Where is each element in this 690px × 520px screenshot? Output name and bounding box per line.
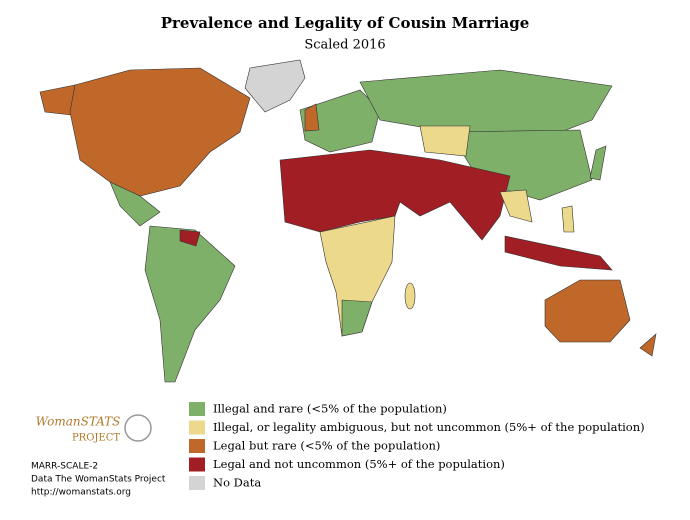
footer-line: MARR-SCALE-2	[31, 462, 98, 472]
logo-subtext: PROJECT	[72, 433, 120, 444]
logo-text: WomanSTATS	[36, 415, 121, 429]
legend-label: Illegal and rare (<5% of the population)	[213, 402, 447, 416]
legend-swatch	[189, 439, 205, 453]
legend-swatch	[189, 476, 205, 490]
footer-line: http://womanstats.org	[31, 488, 131, 498]
footer: MARR-SCALE-2 Data The WomanStats Project h…	[31, 462, 166, 498]
europe	[299, 89, 381, 153]
madagascar	[404, 282, 416, 310]
south-america	[144, 225, 236, 383]
north-america	[69, 67, 251, 197]
australia	[544, 279, 631, 343]
legend-swatch	[189, 402, 205, 416]
southern-africa	[341, 299, 373, 337]
japan	[589, 145, 607, 181]
legend-label: Legal but rare (<5% of the population)	[213, 439, 440, 453]
british-isles	[304, 103, 320, 132]
logo-globe	[124, 414, 152, 442]
footer-line: Data The WomanStats Project	[31, 475, 166, 485]
subtitle: Scaled 2016	[304, 38, 385, 53]
central-america	[109, 181, 161, 227]
title: Prevalence and Legality of Cousin Marria…	[161, 14, 529, 32]
new-zealand	[639, 333, 657, 357]
legend-label: No Data	[213, 476, 261, 490]
philippines	[561, 205, 575, 233]
legend-label: Illegal, or legality ambiguous, but not …	[213, 420, 645, 434]
legend-label: Legal and not uncommon (5%+ of the popul…	[213, 457, 505, 471]
central-asia	[419, 125, 471, 157]
guianas	[179, 229, 201, 247]
logo: WomanSTATS PROJECT	[36, 414, 152, 444]
legend: Illegal and rare (<5% of the population)…	[189, 402, 645, 490]
greenland	[244, 59, 306, 113]
indonesia	[504, 235, 613, 271]
legend-swatch	[189, 457, 205, 472]
legend-swatch	[189, 420, 205, 435]
world-map	[39, 59, 657, 383]
southeast-asia	[499, 189, 533, 223]
